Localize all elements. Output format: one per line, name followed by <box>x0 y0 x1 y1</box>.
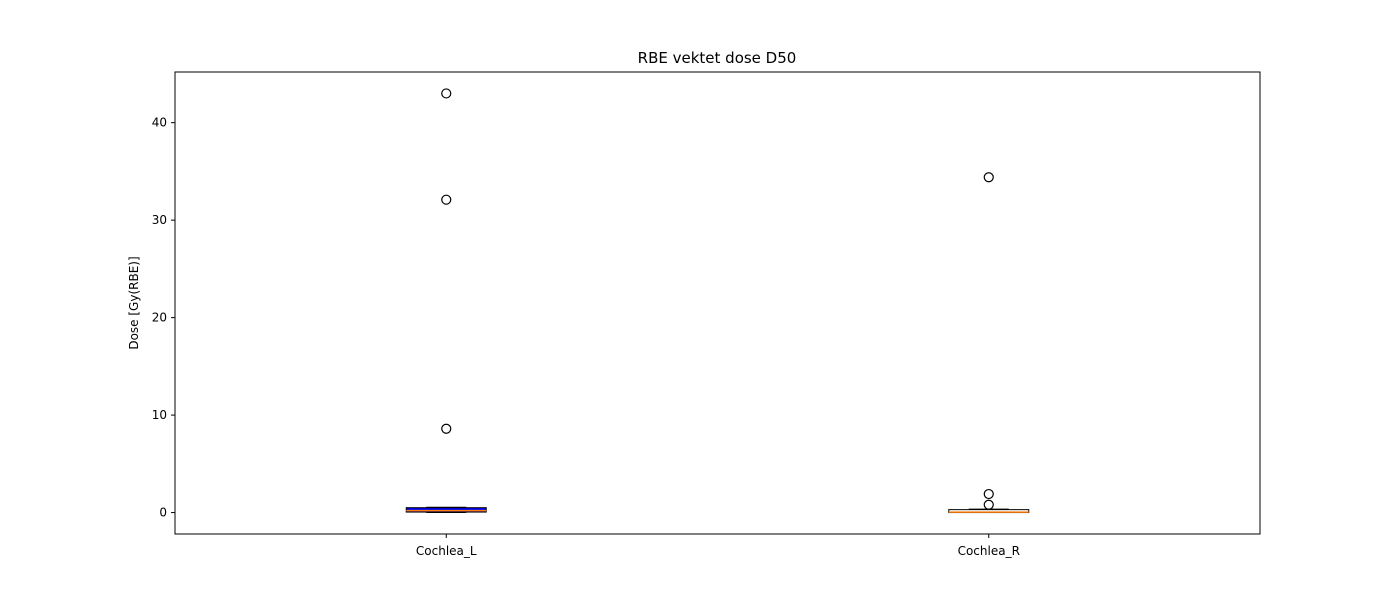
y-tick-label: 40 <box>152 116 167 130</box>
outlier-point <box>983 499 994 510</box>
y-axis-label: Dose [Gy(RBE)] <box>127 256 141 349</box>
y-tick-label: 30 <box>152 213 167 227</box>
x-tick-label: Cochlea_R <box>958 544 1020 558</box>
outlier-point <box>441 423 452 434</box>
plot-area <box>405 88 1030 514</box>
y-tick-label: 0 <box>159 506 167 520</box>
outlier-point <box>441 88 452 99</box>
y-tick-label: 10 <box>152 408 167 422</box>
x-tick-label: Cochlea_L <box>416 544 477 558</box>
plot-frame <box>174 71 1261 535</box>
y-axis: 0 10 20 30 40 <box>152 116 175 520</box>
outlier-point <box>441 194 452 205</box>
chart-title: RBE vektet dose D50 <box>638 49 797 67</box>
box-cochlea-l <box>405 88 487 514</box>
outlier-point <box>983 488 994 500</box>
y-tick-label: 20 <box>152 311 167 325</box>
box-cochlea-r <box>948 172 1030 514</box>
outlier-point <box>983 172 994 183</box>
x-axis: Cochlea_L Cochlea_R <box>416 534 1020 558</box>
